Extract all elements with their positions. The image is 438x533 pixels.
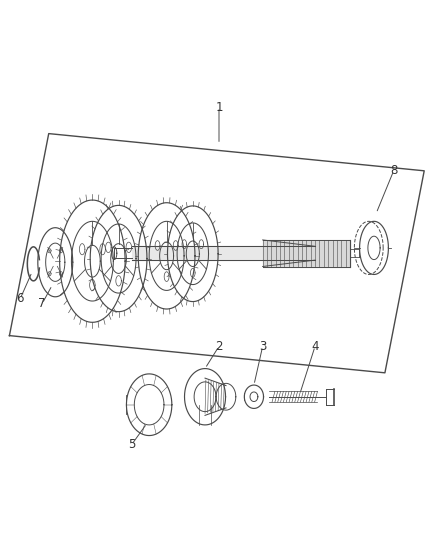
Text: 4: 4 [311, 340, 319, 353]
Text: 6: 6 [17, 292, 24, 305]
Text: 3: 3 [259, 340, 266, 353]
Text: 7: 7 [39, 297, 46, 310]
Text: 8: 8 [390, 164, 397, 177]
Text: 2: 2 [215, 340, 223, 353]
Text: 1: 1 [215, 101, 223, 114]
Text: 5: 5 [128, 438, 135, 451]
